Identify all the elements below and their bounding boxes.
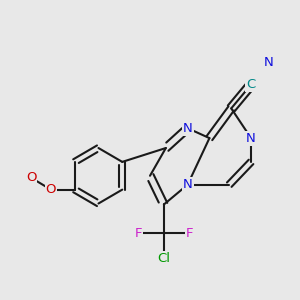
Text: N: N	[183, 122, 193, 135]
Text: N: N	[183, 178, 193, 191]
Text: N: N	[246, 132, 256, 145]
Text: O: O	[26, 171, 36, 184]
Text: F: F	[186, 227, 194, 240]
Text: C: C	[246, 78, 256, 91]
Text: Cl: Cl	[158, 253, 170, 266]
Text: N: N	[264, 56, 274, 69]
Text: F: F	[134, 227, 142, 240]
Text: O: O	[46, 183, 56, 196]
